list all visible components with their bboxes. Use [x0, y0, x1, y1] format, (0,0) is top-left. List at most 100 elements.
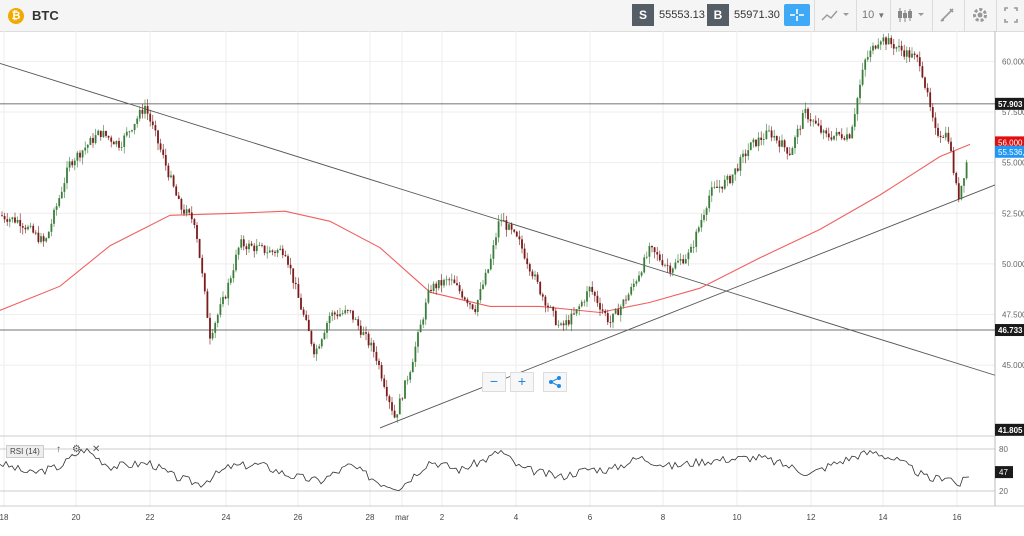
- candle-body: [463, 297, 466, 300]
- candle-body: [825, 130, 828, 134]
- candle-body: [359, 325, 362, 335]
- candle-body: [401, 398, 404, 400]
- candle-body: [55, 206, 58, 210]
- candle-body: [151, 121, 154, 126]
- candle-body: [515, 231, 518, 237]
- share-icon: [549, 376, 561, 388]
- candle-body: [911, 53, 913, 58]
- candle-body: [432, 283, 435, 292]
- candle-body: [677, 260, 679, 263]
- candle-body: [292, 268, 295, 283]
- candle-body: [315, 348, 318, 355]
- level-label: 46.733: [998, 326, 1023, 335]
- candle-body: [211, 332, 214, 339]
- candle-body: [391, 402, 393, 411]
- candle-body: [27, 226, 29, 230]
- candle-body: [16, 220, 19, 223]
- candle-type-dropdown[interactable]: [896, 5, 930, 25]
- candle-body: [393, 410, 396, 418]
- candle-body: [11, 217, 14, 220]
- candle-body: [266, 252, 269, 254]
- candle-body: [157, 130, 159, 144]
- zoom-out-button[interactable]: −: [482, 372, 506, 392]
- candle-body: [718, 186, 721, 188]
- candle-body: [848, 134, 851, 139]
- candle-body: [474, 308, 477, 312]
- candle-body: [375, 351, 378, 361]
- price-chart[interactable]: 182022242628mar24681012141660.00057.5005…: [0, 31, 1024, 536]
- close-icon[interactable]: ✕: [92, 444, 101, 455]
- candle-body: [79, 152, 81, 158]
- rsi-tick-label: 47: [999, 468, 1008, 477]
- candle-body: [167, 165, 170, 178]
- candle-body: [807, 108, 809, 120]
- candle-body: [523, 248, 526, 259]
- y-tick-label: 52.500: [1002, 209, 1024, 218]
- candle-body: [705, 208, 708, 215]
- candle-body: [32, 225, 35, 233]
- candle-body: [409, 372, 412, 380]
- interval-dropdown[interactable]: 10 ▼: [862, 5, 885, 25]
- candle-body: [326, 323, 328, 333]
- fullscreen-button[interactable]: [1002, 5, 1020, 25]
- candle-body: [508, 224, 510, 230]
- candle-body: [84, 147, 87, 151]
- candle-body: [716, 186, 718, 188]
- current-price-tag: [995, 136, 1024, 149]
- rsi-settings-icon[interactable]: ⚙: [72, 444, 81, 455]
- draw-tools-button[interactable]: [938, 5, 958, 25]
- candle-body: [760, 137, 763, 141]
- candle-body: [406, 379, 409, 381]
- candle-body: [840, 134, 843, 139]
- bitcoin-icon: ₿: [8, 8, 24, 24]
- level-tag: [995, 97, 1024, 110]
- candle-body: [336, 314, 339, 317]
- candle-body: [513, 229, 516, 232]
- candle-body: [812, 120, 815, 122]
- candle-body: [320, 339, 323, 347]
- candle-body: [417, 332, 419, 347]
- candle-body: [791, 148, 794, 155]
- crosshair-button[interactable]: [784, 4, 810, 26]
- x-tick-label: 18: [0, 513, 9, 522]
- candle-body: [502, 219, 505, 221]
- candle-body: [879, 41, 882, 45]
- candle-body: [578, 306, 581, 310]
- candle-body: [869, 50, 872, 58]
- candle-body: [154, 125, 157, 131]
- candle-body: [227, 282, 230, 299]
- candle-body: [271, 250, 274, 252]
- settings-button[interactable]: [970, 5, 990, 25]
- candle-body: [76, 152, 79, 161]
- buy-button[interactable]: B: [707, 4, 729, 26]
- candle-body: [333, 312, 336, 315]
- candle-body: [279, 248, 282, 250]
- candle-body: [866, 57, 869, 60]
- candle-body: [692, 246, 695, 248]
- candle-body: [697, 227, 700, 232]
- candle-body: [50, 223, 53, 232]
- candle-body: [73, 160, 76, 166]
- candle-body: [622, 299, 625, 307]
- candle-body: [838, 132, 841, 135]
- candle-body: [138, 109, 141, 119]
- candle-body: [489, 258, 492, 270]
- candle-body: [796, 128, 799, 138]
- candle-body: [690, 246, 692, 253]
- candle-body: [34, 232, 37, 234]
- chart-toolbar: ₿ BTC S 55553.13 B 55971.30 10 ▼: [0, 0, 1024, 32]
- candle-body: [656, 252, 659, 255]
- candle-body: [651, 246, 653, 248]
- arrow-up-icon[interactable]: ↑: [56, 444, 61, 455]
- candle-body: [388, 396, 391, 403]
- candle-body: [747, 150, 750, 157]
- sell-button[interactable]: S: [632, 4, 654, 26]
- chart-type-dropdown[interactable]: [820, 5, 854, 25]
- candle-body: [942, 137, 945, 138]
- candle-body: [640, 272, 643, 276]
- candle-body: [648, 246, 651, 257]
- candle-body: [846, 134, 848, 140]
- zoom-in-button[interactable]: +: [510, 372, 534, 392]
- share-button[interactable]: [543, 372, 567, 392]
- candle-body: [47, 231, 50, 239]
